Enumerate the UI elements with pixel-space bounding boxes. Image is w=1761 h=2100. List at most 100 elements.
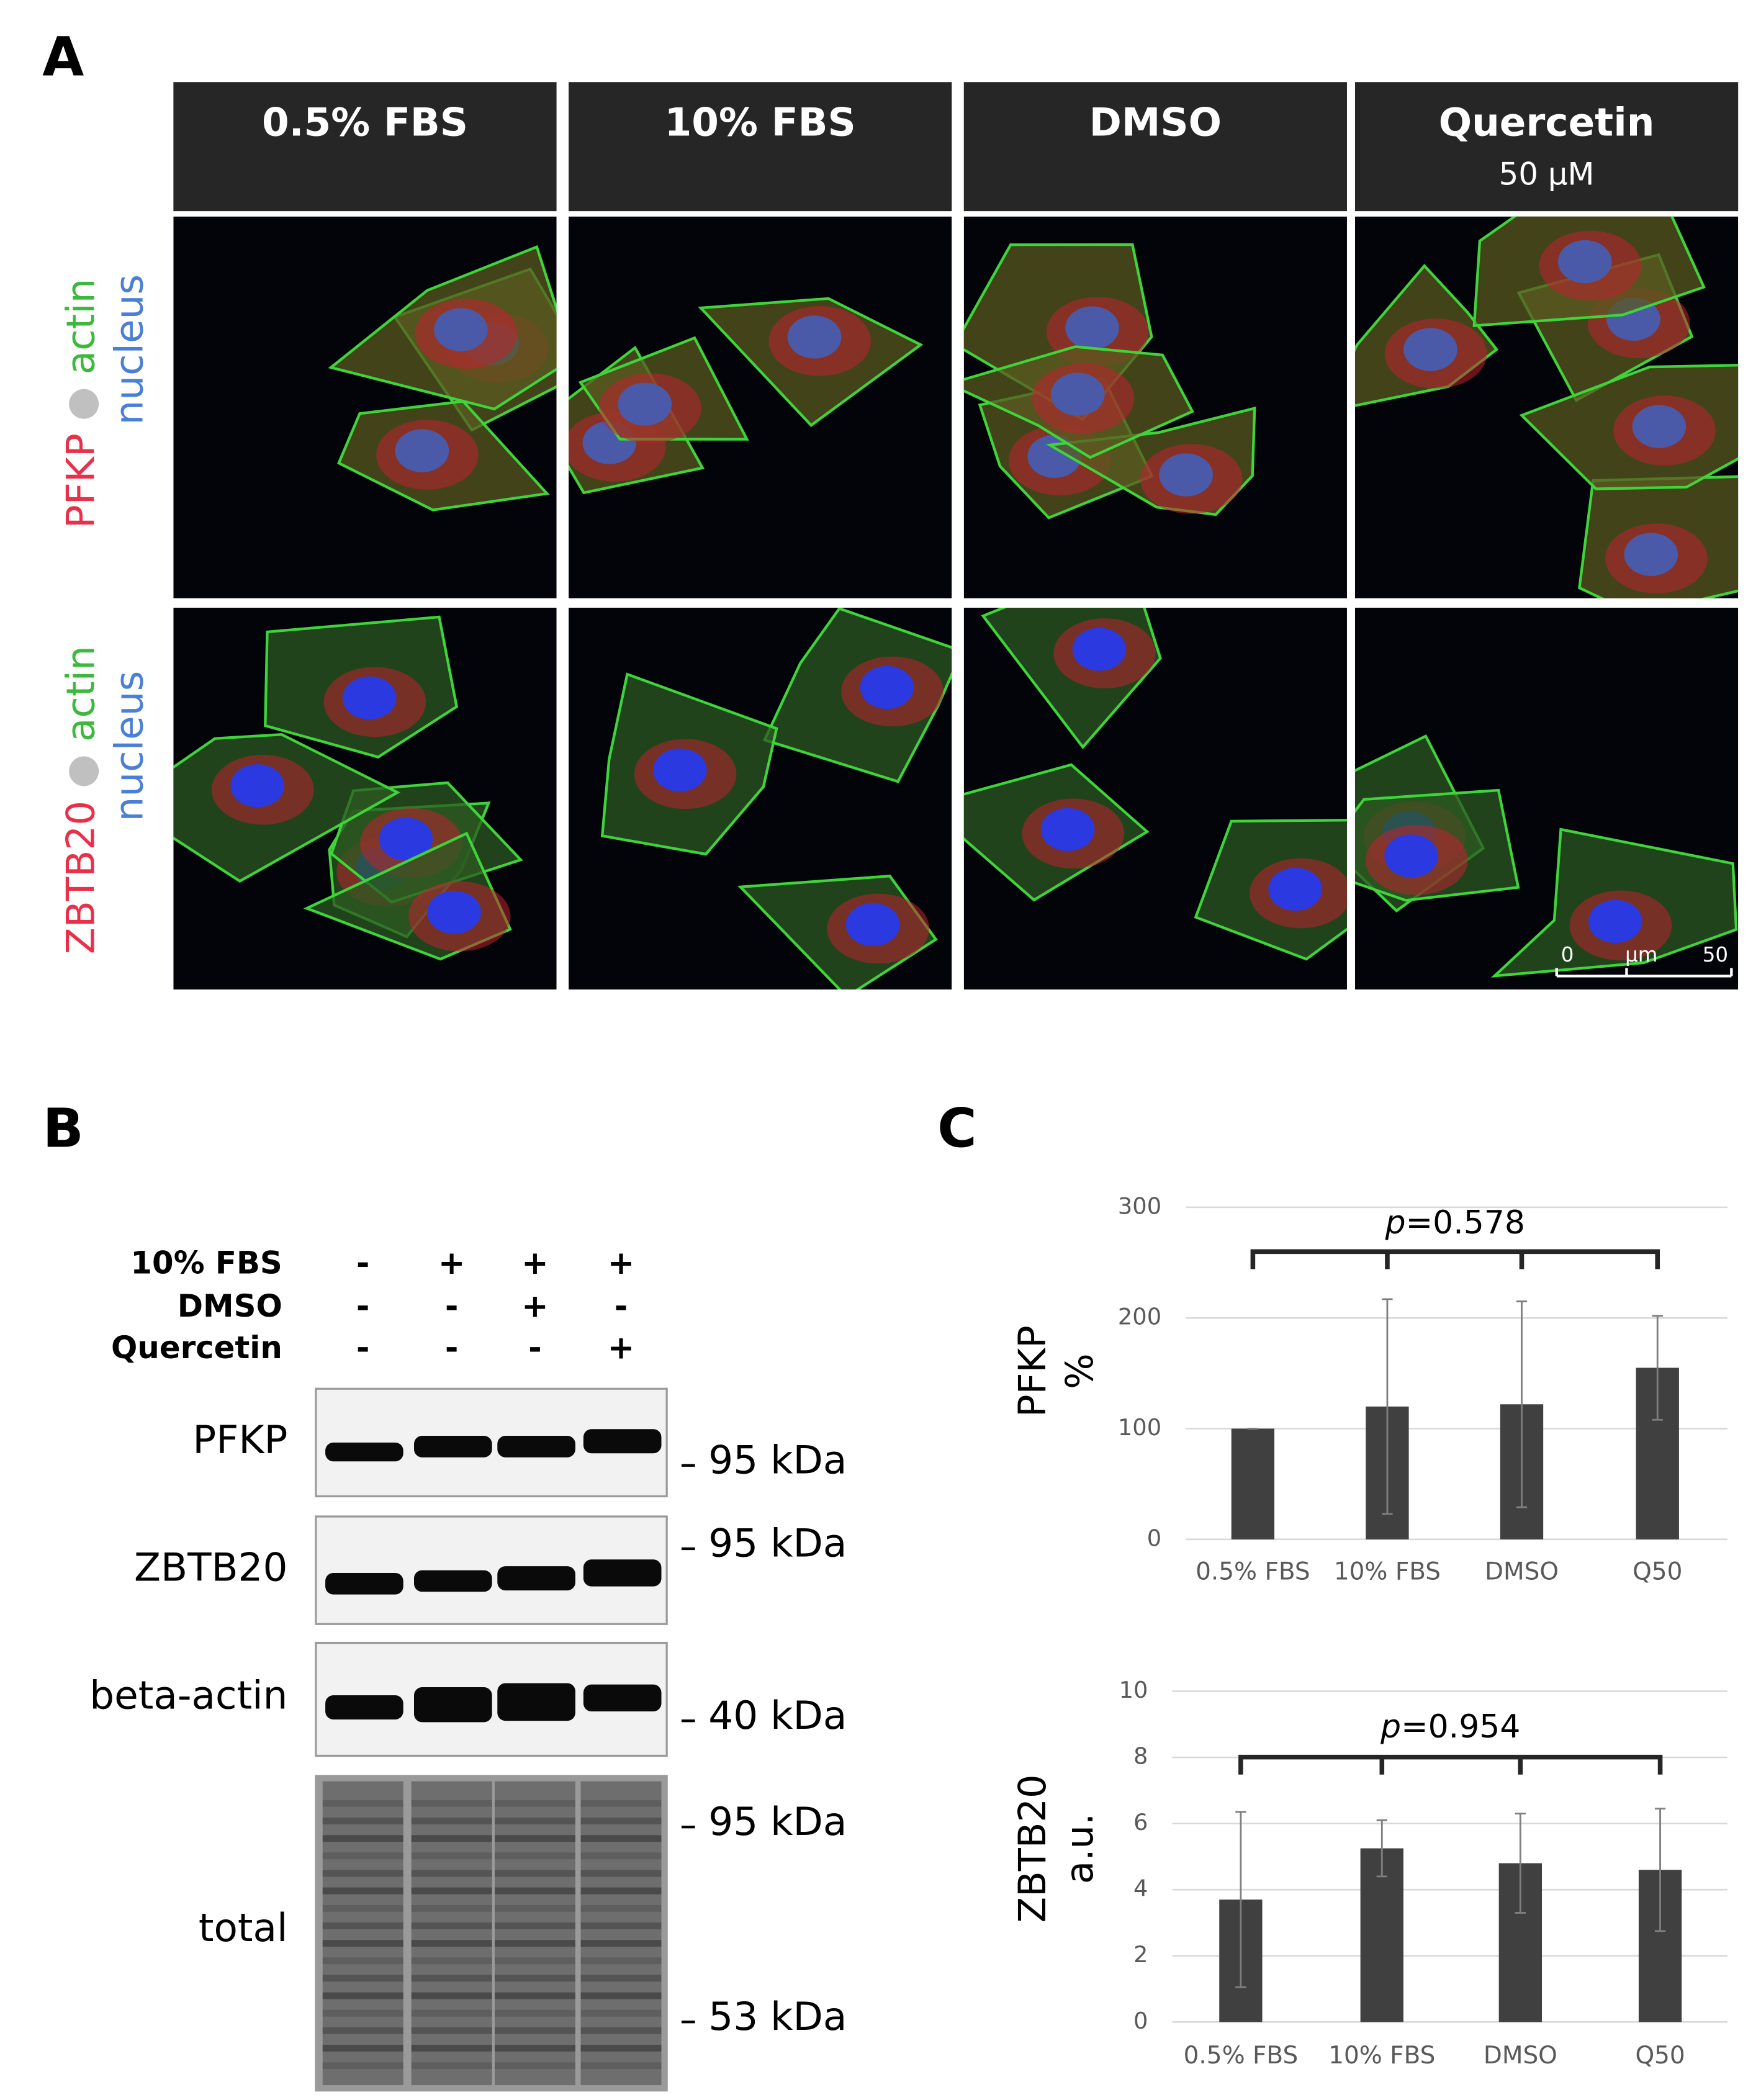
marker-label: 40 kDa — [708, 1693, 847, 1738]
marker-label: 95 kDa — [708, 1799, 847, 1844]
column-header — [963, 82, 1347, 212]
lane — [580, 1781, 662, 2086]
micrograph — [1354, 216, 1739, 598]
lane-band — [322, 1835, 403, 1842]
lane-band — [322, 1957, 403, 1965]
lane-band — [411, 1940, 492, 1947]
row-label-nucleus: nucleus — [106, 671, 151, 822]
lane-band — [580, 1904, 662, 1912]
lane-band — [494, 2027, 575, 2034]
lane-band — [411, 1870, 492, 1877]
condition-label: DMSO — [178, 1288, 282, 1324]
error-bar — [1516, 1300, 1528, 1508]
lane-band — [322, 1992, 403, 1999]
blot-band — [414, 1436, 492, 1458]
band-label: PFKP — [192, 1417, 287, 1462]
lane-band — [580, 1835, 662, 1842]
lane-band — [411, 1818, 492, 1824]
blot-band — [497, 1683, 575, 1721]
blot-band — [325, 1442, 403, 1462]
lane-band — [494, 1818, 575, 1824]
nucleus — [1159, 453, 1213, 497]
condition-sign: - — [356, 1245, 370, 1282]
y-tick-label: 2 — [1133, 1941, 1148, 1968]
x-tick-label: 0.5% FBS — [1184, 2042, 1299, 2070]
y-tick-label: 300 — [1118, 1192, 1161, 1219]
y-tick-label: 0 — [1147, 1525, 1161, 1551]
condition-sign: - — [528, 1329, 542, 1366]
nucleus — [1065, 306, 1119, 349]
band-label: beta-actin — [89, 1672, 287, 1718]
lane-band — [322, 1887, 403, 1895]
condition-sign: + — [521, 1245, 549, 1282]
condition-sign: - — [445, 1287, 459, 1325]
condition-sign: - — [615, 1287, 628, 1325]
row-label: ZBTB20 ● actin — [58, 646, 103, 954]
condition-label: Quercetin — [111, 1330, 282, 1366]
x-tick-label: Q50 — [1635, 2042, 1685, 2070]
y-axis-label: ZBTB20 — [1011, 1774, 1055, 1922]
p-text: =0.954 — [1401, 1708, 1520, 1746]
column-header — [173, 82, 557, 212]
lane-band — [580, 1957, 662, 1965]
y-tick-label: 0 — [1133, 2008, 1148, 2034]
y-axis-label: a.u. — [1058, 1813, 1102, 1884]
lane-band — [494, 1992, 575, 1999]
lane-band — [411, 2045, 492, 2052]
stain-actin: actin — [58, 278, 103, 374]
lane-band — [580, 2045, 662, 2052]
lane-band — [494, 1887, 575, 1895]
lane-band — [580, 1887, 662, 1895]
significance-bracket — [1238, 1754, 1663, 1775]
marker-label: 53 kDa — [708, 1994, 847, 2039]
p-value: p=0.578 — [1385, 1204, 1525, 1242]
column-header-label: Quercetin — [1439, 100, 1655, 145]
y-axis-label: PFKP — [1011, 1325, 1055, 1417]
nucleus — [379, 818, 433, 861]
lane-band — [580, 1818, 662, 1824]
blot-band — [583, 1559, 662, 1587]
lane-band — [411, 1852, 492, 1860]
x-tick-label: 10% FBS — [1334, 1557, 1441, 1585]
nucleus — [1557, 240, 1612, 284]
micrograph — [173, 608, 557, 990]
error-bar — [1376, 1819, 1387, 1878]
band-label: total — [199, 1905, 288, 1950]
lane — [494, 1781, 575, 2086]
blot-band — [583, 1684, 662, 1711]
x-tick-label: 10% FBS — [1328, 2042, 1435, 2070]
lane-band — [494, 2009, 575, 2017]
lane-band — [322, 1975, 403, 1982]
lane-band — [411, 2027, 492, 2034]
lane-band — [322, 1904, 403, 1912]
x-tick-label: 0.5% FBS — [1196, 1557, 1310, 1585]
lane-band — [494, 2062, 575, 2070]
p-text: =0.578 — [1406, 1204, 1525, 1242]
lane-band — [494, 1800, 575, 1807]
lane-band — [494, 1904, 575, 1912]
blot-band — [325, 1572, 403, 1595]
lane-band — [580, 2009, 662, 2017]
condition-sign: + — [608, 1329, 635, 1366]
column-header-label: 10% FBS — [665, 100, 856, 145]
error-bar — [1382, 1298, 1393, 1515]
lane-band — [322, 1922, 403, 1929]
column-header-label: DMSO — [1089, 100, 1222, 145]
y-axis-label: % — [1058, 1353, 1102, 1389]
x-tick-label: DMSO — [1485, 1557, 1559, 1585]
column-header-sublabel: 50 μM — [1499, 156, 1595, 192]
nucleus — [845, 903, 900, 947]
condition-sign: - — [356, 1329, 370, 1366]
lane-band — [494, 2045, 575, 2052]
lane-band — [411, 1904, 492, 1912]
nucleus — [1268, 867, 1323, 911]
row-label: PFKP ● actin — [58, 278, 103, 528]
p-symbol: p — [1385, 1204, 1406, 1242]
condition-sign: - — [356, 1287, 370, 1325]
bar — [1231, 1428, 1275, 1539]
y-tick-label: 100 — [1118, 1414, 1161, 1441]
separator: ● — [58, 742, 103, 801]
scale-label: 50 — [1703, 943, 1728, 967]
nucleus — [787, 315, 842, 359]
